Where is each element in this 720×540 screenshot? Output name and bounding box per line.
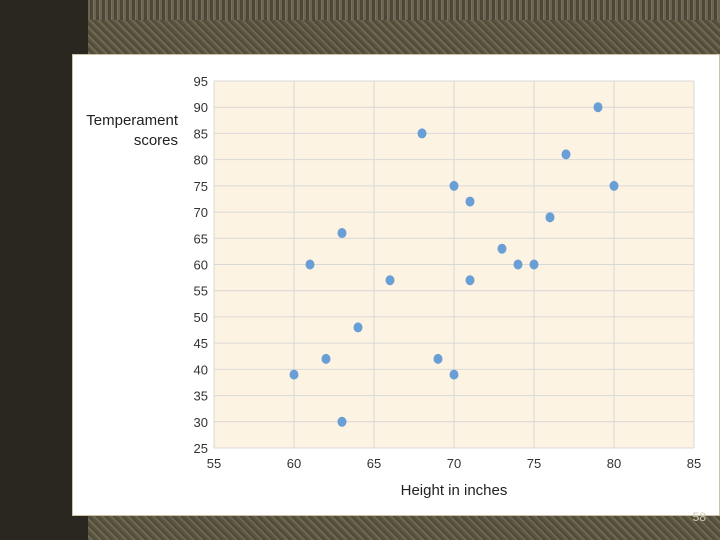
data-point — [337, 228, 347, 239]
data-point — [337, 416, 347, 427]
data-point — [529, 259, 539, 270]
data-point — [321, 353, 331, 364]
y-tick-label: 30 — [194, 415, 208, 430]
x-tick-labels: 55 60 65 70 75 80 85 — [207, 456, 701, 471]
data-point — [561, 149, 571, 160]
data-point — [449, 369, 459, 380]
data-point — [497, 243, 507, 254]
y-tick-label: 90 — [194, 100, 208, 115]
gridlines — [213, 80, 695, 449]
page-number: 58 — [692, 510, 706, 524]
data-point — [289, 369, 299, 380]
y-axis-label-line1: Temperament — [86, 112, 179, 129]
y-tick-label: 65 — [194, 231, 208, 246]
y-tick-label: 25 — [194, 441, 208, 456]
data-point — [353, 322, 363, 333]
data-point — [385, 275, 395, 286]
x-tick-label: 70 — [447, 456, 461, 471]
data-point — [513, 259, 523, 270]
y-tick-label: 95 — [194, 74, 208, 89]
x-tick-label: 60 — [287, 456, 301, 471]
x-tick-label: 65 — [367, 456, 381, 471]
data-points — [289, 102, 619, 427]
data-point — [465, 275, 475, 286]
data-point — [609, 180, 619, 191]
y-tick-label: 40 — [194, 362, 208, 377]
y-tick-label: 50 — [194, 310, 208, 325]
x-tick-label: 80 — [607, 456, 621, 471]
top-texture-band — [88, 0, 720, 20]
y-tick-label: 70 — [194, 205, 208, 220]
data-point — [593, 102, 603, 113]
y-axis-label-line2: scores — [134, 132, 178, 149]
data-point — [545, 212, 555, 223]
y-tick-label: 35 — [194, 389, 208, 404]
y-tick-label: 80 — [194, 153, 208, 168]
y-tick-label: 45 — [194, 336, 208, 351]
x-tick-label: 85 — [687, 456, 701, 471]
x-axis-label: Height in inches — [401, 482, 508, 499]
data-point — [417, 128, 427, 139]
data-point — [465, 196, 475, 207]
y-tick-label: 85 — [194, 126, 208, 141]
data-point — [305, 259, 315, 270]
data-point — [449, 180, 459, 191]
y-tick-label: 75 — [194, 179, 208, 194]
y-tick-labels: 25 30 35 40 45 50 55 60 65 70 75 80 85 90 95 — [194, 74, 208, 456]
data-point — [433, 353, 443, 364]
x-tick-label: 55 — [207, 456, 221, 471]
y-tick-label: 60 — [194, 258, 208, 273]
x-tick-label: 75 — [527, 456, 541, 471]
y-tick-label: 55 — [194, 284, 208, 299]
